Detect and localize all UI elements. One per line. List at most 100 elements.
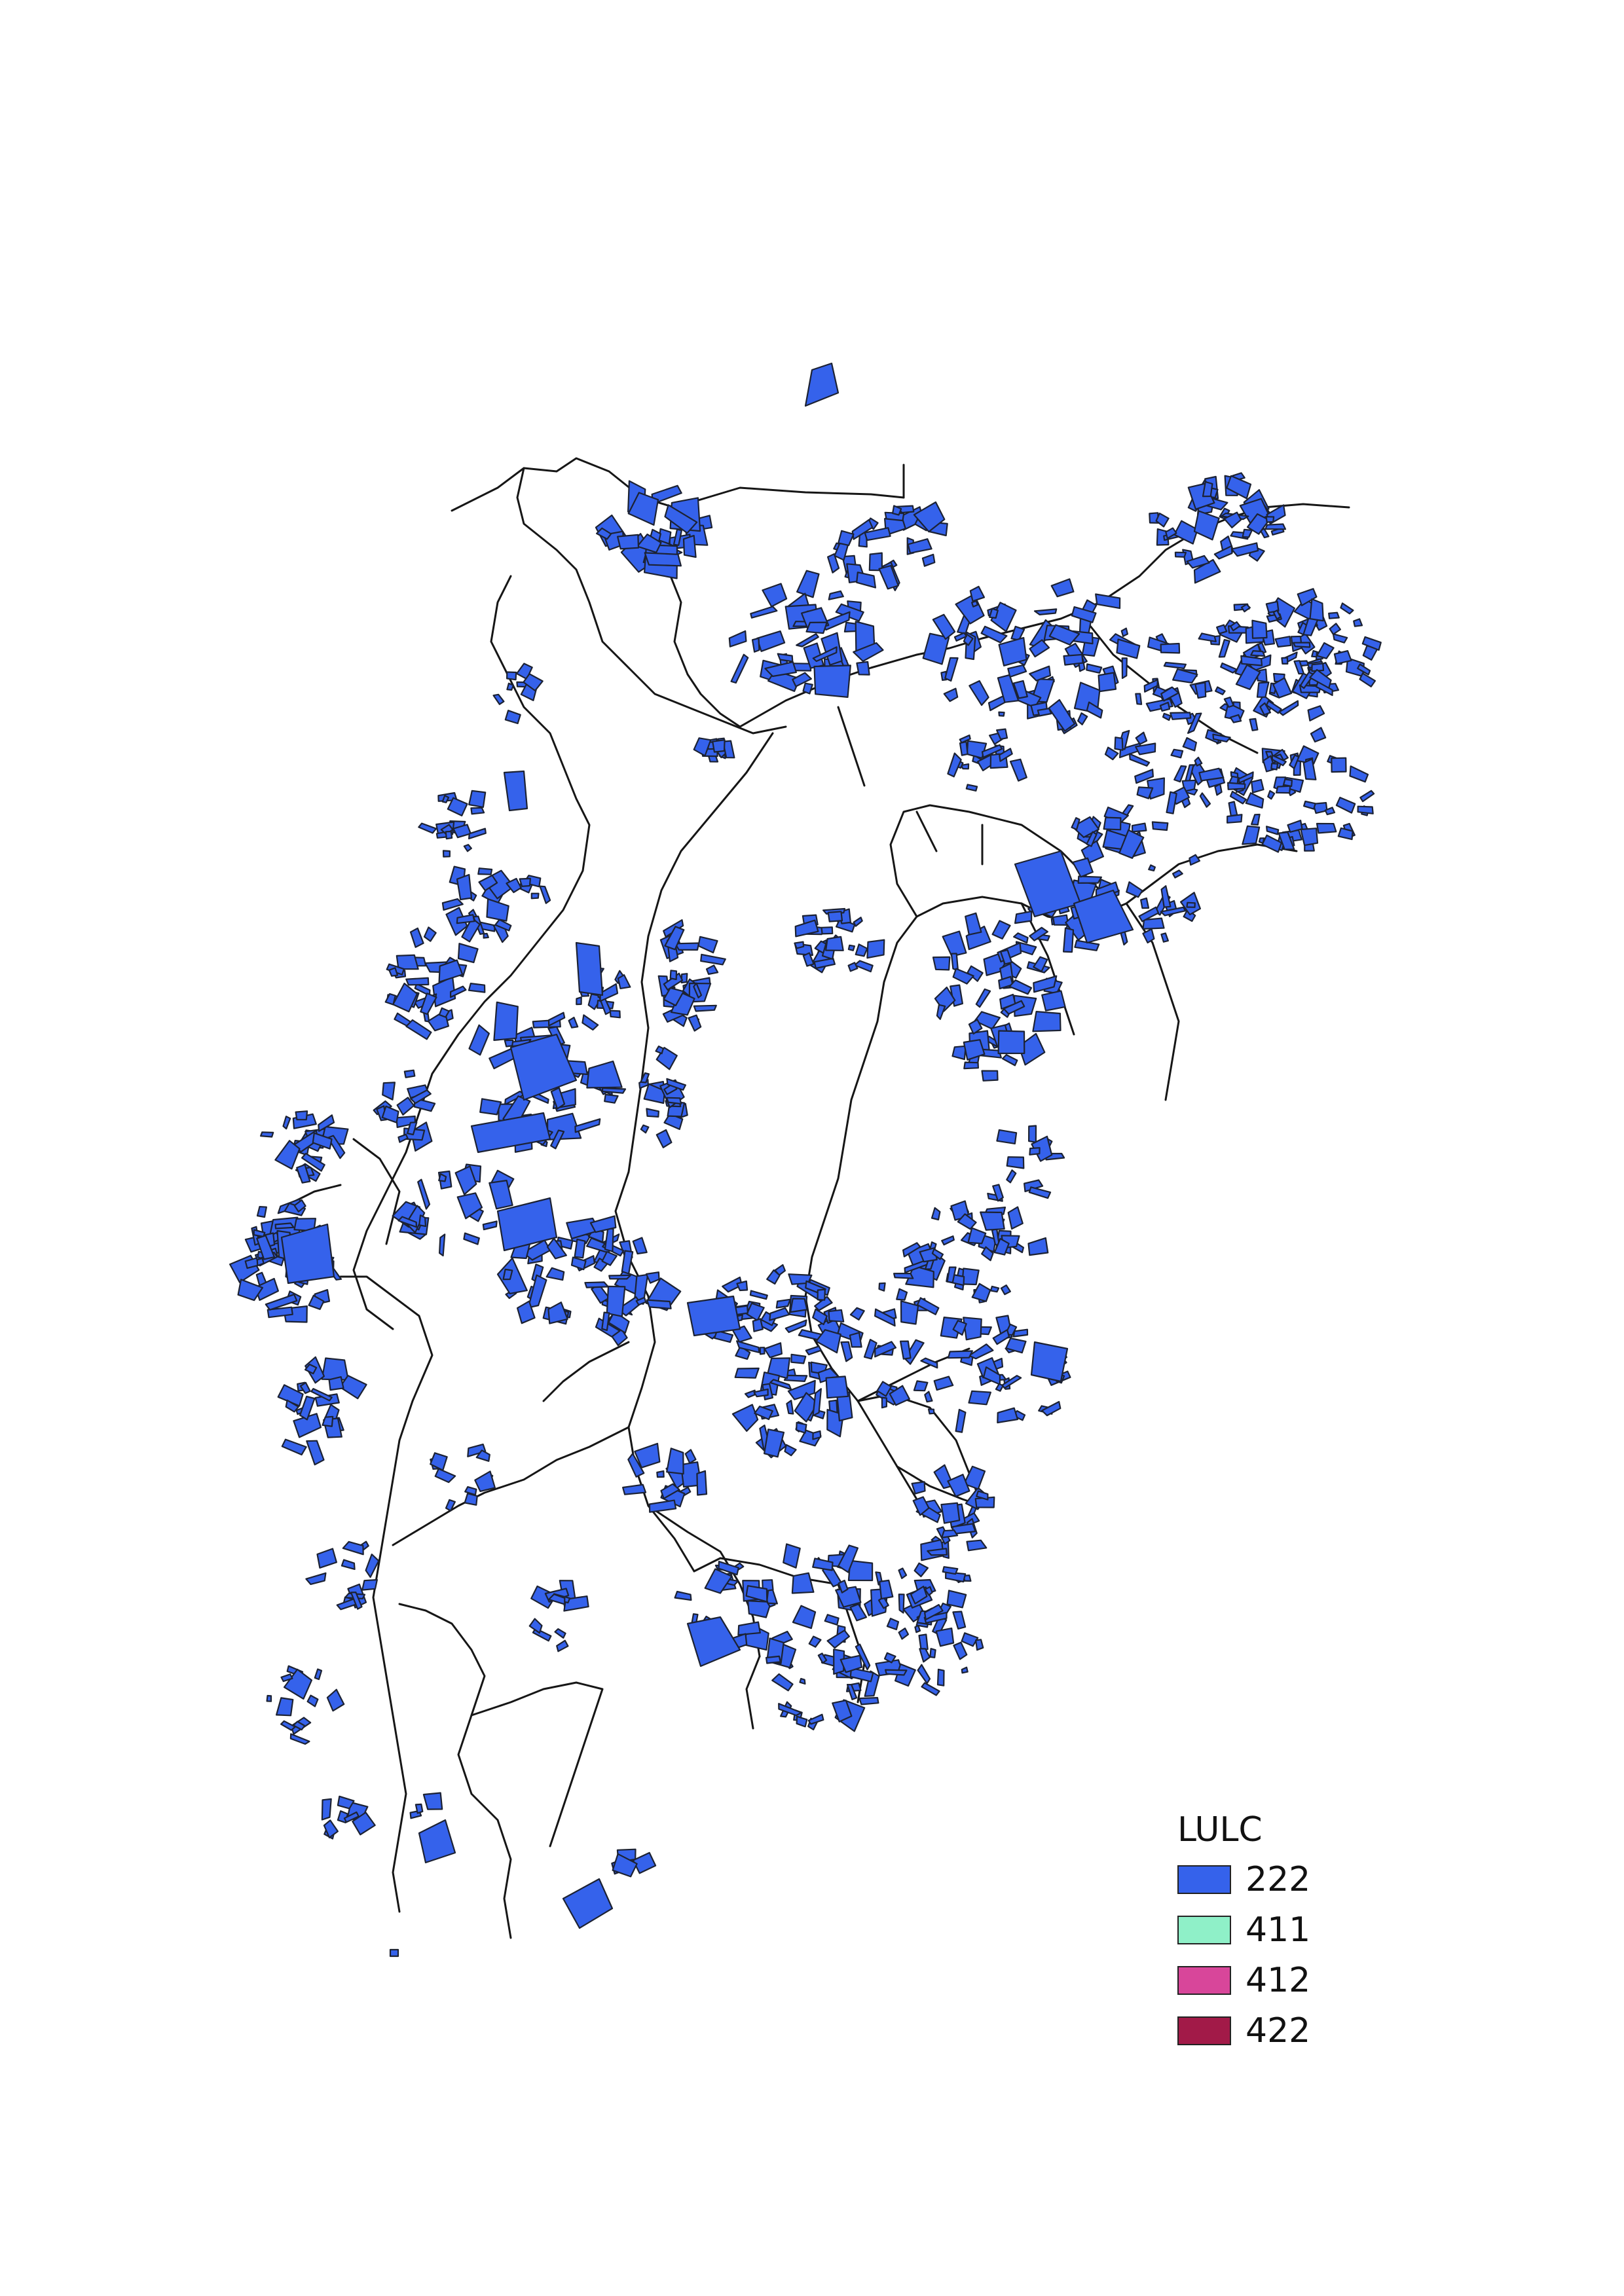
lulc-parcel-222	[666, 1448, 684, 1475]
lulc-parcel-222	[260, 1131, 274, 1138]
lulc-parcel-222	[866, 939, 885, 959]
lulc-parcel-222	[1215, 624, 1228, 634]
lulc-parcel-222	[879, 1579, 894, 1600]
lulc-parcel-222	[947, 752, 962, 778]
lulc-parcel-222	[731, 1404, 759, 1432]
lulc-parcel-222	[759, 1347, 766, 1355]
lulc-parcel-222	[682, 534, 697, 558]
lulc-parcel-222	[1086, 701, 1103, 719]
lulc-parcel-222	[952, 1320, 967, 1336]
lulc-parcel-222	[645, 1271, 660, 1284]
lulc-parcel-222	[575, 941, 604, 996]
lulc-parcel-222	[697, 936, 718, 954]
lulc-parcel-222	[1193, 510, 1220, 541]
lulc-parcel-222	[803, 642, 824, 669]
lulc-parcel-222	[1361, 636, 1382, 651]
parcel-layer	[229, 362, 1382, 1958]
lulc-parcel-222	[936, 1668, 945, 1686]
lulc-parcel-222	[361, 1578, 378, 1591]
lulc-parcel-222	[744, 1389, 756, 1398]
lulc-parcel-222	[1012, 680, 1028, 699]
lulc-parcel-222	[504, 710, 521, 725]
lulc-parcel-222	[996, 1129, 1018, 1145]
lulc-parcel-222	[1103, 816, 1122, 831]
legend-item-222: 222	[1177, 1861, 1387, 1898]
lulc-parcel-222	[680, 973, 688, 984]
lulc-parcel-222	[1029, 926, 1049, 941]
road-segment	[352, 1138, 401, 1245]
lulc-parcel-222	[1135, 693, 1143, 705]
lulc-parcel-222	[256, 1258, 265, 1267]
lulc-parcel-222	[1005, 1337, 1027, 1354]
lulc-parcel-222	[969, 585, 986, 602]
legend-swatch-412	[1177, 1966, 1231, 1995]
lulc-parcel-222	[483, 932, 489, 939]
lulc-parcel-222	[963, 1039, 986, 1061]
lulc-parcel-222	[674, 942, 700, 951]
lulc-parcel-222	[828, 1309, 845, 1322]
lulc-parcel-222	[479, 1098, 502, 1116]
lulc-parcel-222	[1359, 790, 1375, 803]
lulc-parcel-222	[562, 1878, 614, 1929]
lulc-parcel-222	[1213, 545, 1233, 560]
lulc-parcel-222	[1173, 520, 1198, 545]
lulc-parcel-222	[950, 953, 959, 972]
lulc-parcel-222	[864, 1670, 880, 1697]
lulc-parcel-222	[438, 1007, 450, 1018]
lulc-parcel-222	[527, 1274, 547, 1309]
lulc-parcel-222	[849, 1307, 865, 1321]
lulc-parcel-222	[1027, 1125, 1037, 1143]
lulc-parcel-222	[764, 661, 798, 678]
lulc-parcel-222	[705, 964, 719, 975]
lulc-parcel-222	[604, 1093, 619, 1104]
lulc-parcel-222	[913, 501, 946, 533]
lulc-parcel-222	[769, 1379, 792, 1391]
lulc-parcel-222	[1214, 686, 1226, 695]
lulc-parcel-222	[853, 960, 874, 973]
lulc-parcel-222	[397, 1216, 418, 1228]
lulc-parcel-222	[1328, 611, 1340, 619]
lulc-parcel-222	[974, 1639, 984, 1651]
lulc-parcel-222	[464, 1486, 477, 1496]
lulc-parcel-222	[1194, 682, 1207, 699]
legend-label-412: 412	[1246, 1961, 1311, 2000]
lulc-parcel-222	[1189, 854, 1201, 866]
lulc-parcel-222	[1135, 731, 1148, 745]
lulc-parcel-222	[1159, 701, 1171, 712]
lulc-parcel-222	[461, 917, 481, 943]
lulc-parcel-222	[296, 1163, 311, 1184]
lulc-parcel-222	[1359, 672, 1376, 687]
lulc-parcel-222	[1063, 653, 1084, 666]
lulc-parcel-222	[1182, 737, 1198, 752]
lulc-parcel-222	[299, 1395, 316, 1421]
lulc-parcel-222	[693, 737, 712, 757]
lulc-parcel-222	[989, 608, 999, 619]
lulc-parcel-222	[430, 1452, 448, 1471]
lulc-parcel-222	[1293, 660, 1305, 675]
lulc-parcel-222	[1264, 523, 1287, 530]
lulc-parcel-222	[547, 1594, 566, 1605]
lulc-parcel-222	[965, 784, 978, 792]
lulc-parcel-222	[942, 930, 967, 957]
lulc-parcel-222	[913, 1380, 929, 1392]
lulc-parcel-222	[944, 657, 959, 682]
lulc-parcel-222	[886, 1618, 900, 1631]
lulc-parcel-222	[686, 1295, 741, 1337]
lulc-parcel-222	[1104, 746, 1119, 761]
lulc-parcel-222	[1198, 632, 1217, 643]
lulc-parcel-222	[849, 1603, 868, 1622]
lulc-parcel-222	[968, 1390, 992, 1406]
lulc-parcel-222	[563, 1595, 589, 1612]
lulc-parcel-222	[1238, 771, 1254, 784]
lulc-parcel-222	[1172, 869, 1183, 879]
lulc-parcel-222	[1329, 623, 1342, 636]
lulc-parcel-222	[833, 1649, 845, 1675]
lulc-parcel-222	[1166, 791, 1177, 814]
lulc-parcel-222	[516, 1300, 536, 1324]
lulc-parcel-222	[963, 1465, 986, 1490]
lulc-parcel-222	[405, 1205, 426, 1233]
lulc-parcel-222	[267, 1306, 293, 1319]
lulc-parcel-222	[420, 993, 437, 1015]
lulc-parcel-222	[666, 1078, 687, 1091]
lulc-parcel-222	[896, 1288, 908, 1301]
